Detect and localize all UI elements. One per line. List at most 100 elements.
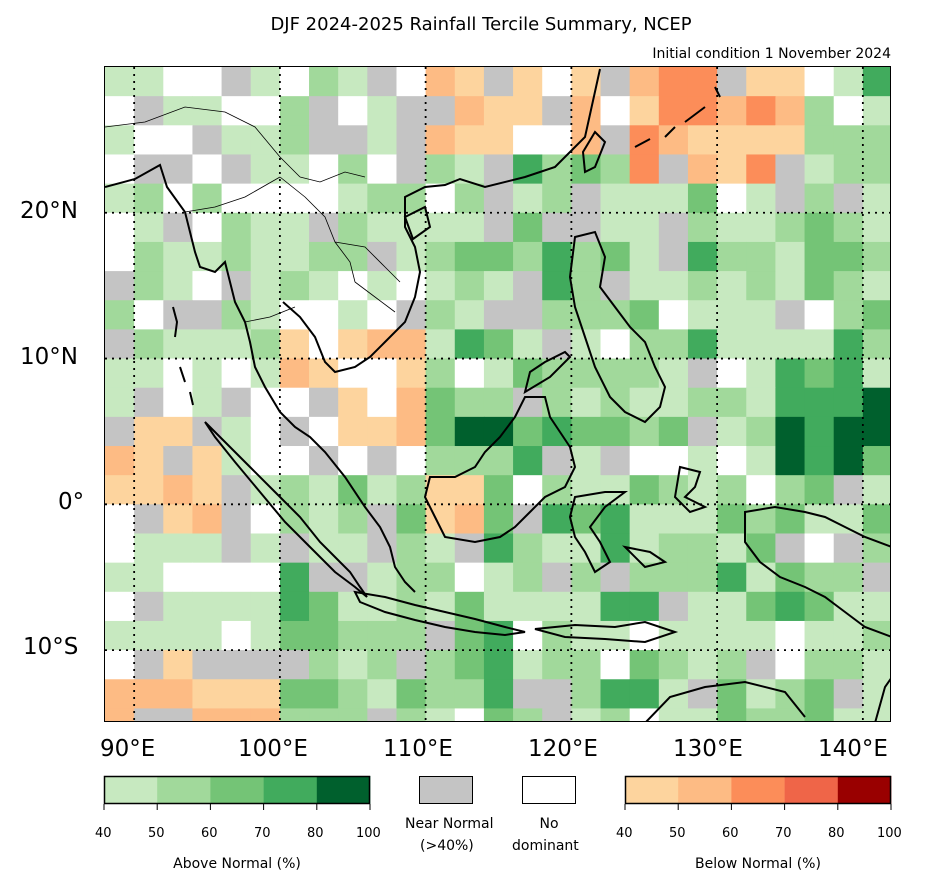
grid-cell — [804, 679, 835, 709]
grid-cell — [658, 562, 689, 593]
grid-cell — [163, 67, 193, 97]
grid-cell — [105, 475, 135, 505]
grid-cell — [250, 504, 281, 534]
grid-cell — [250, 620, 281, 651]
grid-cell — [775, 387, 806, 418]
grid-cell — [163, 708, 193, 721]
coastline-sulawesi — [568, 491, 628, 574]
grid-cell — [513, 562, 543, 593]
grid-cell — [483, 708, 514, 721]
coastline-java — [353, 590, 526, 637]
grid-cell — [105, 562, 135, 593]
above-tick-60: 60 — [201, 826, 218, 841]
grid-cell — [454, 591, 485, 622]
near-normal-label-2: (>40%) — [420, 838, 474, 854]
grid-cell — [687, 125, 718, 155]
grid-cell — [717, 212, 747, 243]
grid-cell — [513, 533, 543, 564]
grid-cell — [454, 679, 485, 709]
grid-cell — [862, 475, 890, 505]
grid-cell — [279, 387, 310, 418]
grid-cell — [134, 212, 164, 243]
grid-cell — [513, 212, 543, 243]
grid-cell — [775, 358, 806, 389]
grid-cell — [746, 708, 776, 721]
grid-cell — [513, 329, 543, 360]
grid-cell — [804, 183, 835, 214]
grid-cell — [454, 271, 485, 301]
grid-cell — [425, 125, 456, 155]
grid-cell — [163, 504, 193, 534]
grid-cell — [862, 358, 890, 389]
coastline-hainan — [403, 205, 432, 241]
no-dominant-label-2: dominant — [512, 838, 579, 854]
grid-cell — [687, 387, 718, 418]
grid-cell — [134, 329, 164, 360]
grid-cell — [338, 358, 368, 389]
grid-cell — [425, 591, 456, 622]
above-colorbar-swatch — [210, 776, 264, 804]
grid-cell — [804, 241, 835, 272]
grid-cell — [396, 620, 427, 651]
grid-cell — [338, 620, 368, 651]
grid-cell — [862, 241, 890, 272]
grid-cell — [804, 387, 835, 418]
grid-cell — [250, 183, 281, 214]
grid-cell — [338, 504, 368, 534]
grid-cell — [775, 620, 806, 651]
grid-cell — [105, 387, 135, 418]
grid-cell — [833, 358, 864, 389]
below-colorbar-swatch — [731, 776, 785, 804]
grid-cell — [542, 67, 572, 97]
grid-cell — [454, 329, 485, 360]
grid-cell — [279, 650, 310, 680]
grid-cell — [687, 183, 718, 214]
grid-cell — [396, 708, 427, 721]
no-dominant-swatch — [522, 776, 576, 804]
below-normal-title: Below Normal (%) — [695, 856, 821, 872]
grid-cell — [338, 183, 368, 214]
grid-cell — [542, 241, 572, 272]
grid-cell — [425, 387, 456, 418]
grid-cell — [163, 329, 193, 360]
grid-cell — [833, 533, 864, 564]
grid-cell — [542, 679, 572, 709]
grid-cell — [717, 708, 747, 721]
grid-cell — [454, 183, 485, 214]
grid-cell — [629, 650, 660, 680]
grid-cell — [717, 387, 747, 418]
grid-cell — [396, 679, 427, 709]
grid-cell — [542, 271, 572, 301]
grid-cell — [163, 562, 193, 593]
grid-cell — [687, 241, 718, 272]
grid-cell — [367, 183, 397, 214]
grid-cell — [192, 183, 223, 214]
grid-cell — [105, 533, 135, 564]
grid-cell — [804, 67, 835, 97]
grid-cell — [250, 329, 281, 360]
coastline-australia — [645, 678, 890, 721]
grid-cell — [279, 562, 310, 593]
grid-cell — [571, 591, 602, 622]
grid-cell — [571, 475, 602, 505]
grid-cell — [483, 591, 514, 622]
grid-cell — [396, 271, 427, 301]
grid-cell — [338, 271, 368, 301]
grid-cell — [367, 416, 397, 447]
grid-cell — [105, 271, 135, 301]
grid-cell — [571, 96, 602, 126]
grid-cell — [309, 96, 339, 126]
grid-cell — [454, 533, 485, 564]
grid-cell — [629, 67, 660, 97]
grid-cell — [571, 562, 602, 593]
grid-cell — [600, 300, 631, 330]
grid-cell — [163, 125, 193, 155]
grid-cell — [600, 212, 631, 243]
grid-cell — [833, 562, 864, 593]
grid-cell — [717, 562, 747, 593]
grid-cell — [862, 620, 890, 651]
grid-cell — [804, 416, 835, 447]
grid-cell — [600, 562, 631, 593]
grid-cell — [338, 329, 368, 360]
grid-cell — [192, 620, 223, 651]
